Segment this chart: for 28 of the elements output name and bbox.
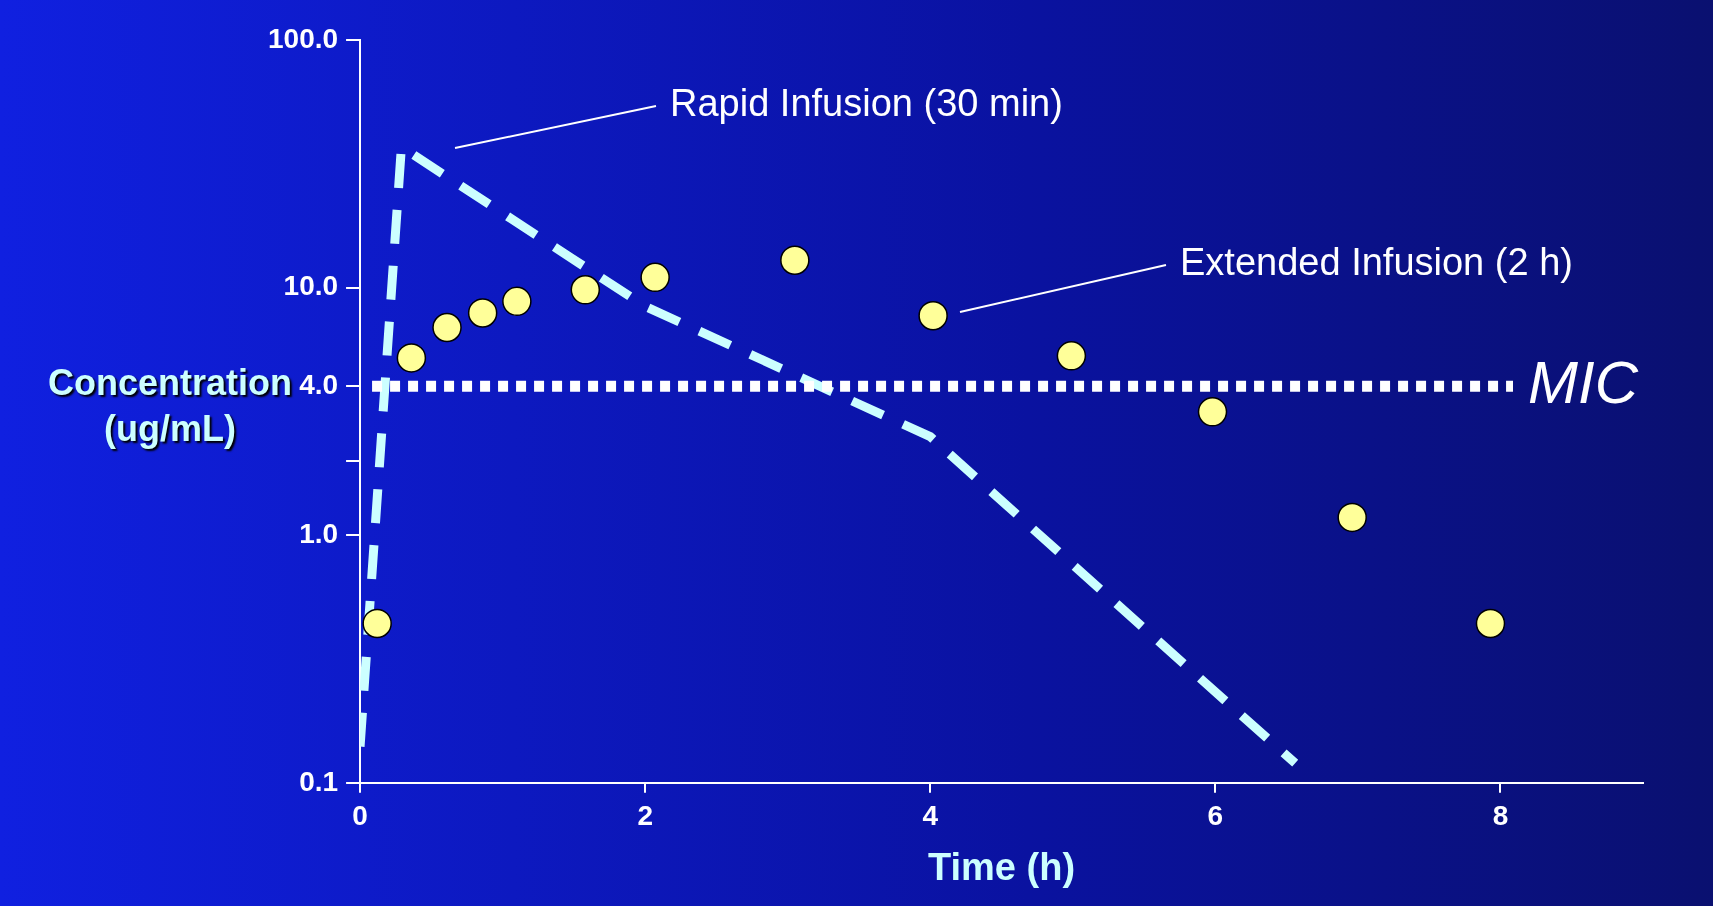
point: [780, 245, 810, 275]
x-tick-label: 6: [1207, 800, 1224, 832]
annotation: Extended Infusion (2 h): [1180, 241, 1573, 284]
x-tick-label: 8: [1492, 800, 1509, 832]
y-tick-label: 100.0: [267, 22, 339, 54]
ref-line-label: MIC: [1528, 348, 1639, 416]
point: [570, 275, 601, 305]
point: [432, 312, 462, 343]
y-tick-label: 10.0: [283, 270, 339, 302]
x-tick-label: 2: [637, 800, 653, 832]
point: [362, 608, 392, 639]
point: [918, 300, 948, 331]
y-axis-title: Concentration (ug/mL): [47, 362, 292, 449]
point: [640, 262, 670, 293]
point: [502, 286, 532, 317]
point: [396, 343, 427, 373]
y-tick-label: 0.1: [299, 765, 339, 797]
point: [1056, 341, 1087, 371]
point: [1337, 502, 1367, 533]
point: [467, 298, 498, 328]
y-tick-label: 1.0: [299, 517, 339, 549]
y-tick-label: 4.0: [299, 368, 339, 400]
x-axis-title: Time (h): [927, 845, 1076, 888]
x-tick-label: 0: [352, 800, 368, 832]
point: [1475, 608, 1506, 639]
annotation: Rapid Infusion (30 min): [670, 82, 1063, 125]
point: [1197, 397, 1228, 427]
x-tick-label: 4: [922, 800, 939, 832]
